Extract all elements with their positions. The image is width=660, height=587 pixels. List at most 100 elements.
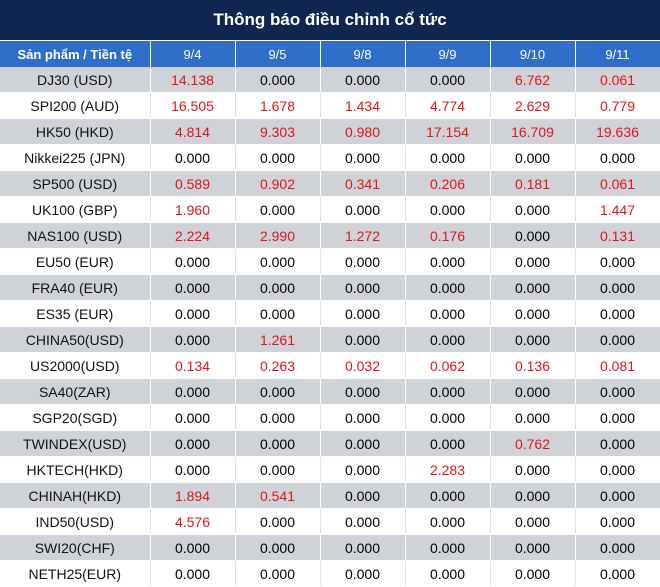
value-cell: 0.762	[490, 430, 576, 457]
value-cell: 0.000	[320, 534, 406, 561]
product-cell: NETH25(EUR)	[0, 560, 151, 587]
product-cell: HK50 (HKD)	[0, 118, 151, 145]
value-cell: 0.000	[235, 534, 321, 561]
value-cell: 4.774	[405, 92, 491, 119]
value-cell: 0.000	[405, 300, 491, 327]
table-row: UK100 (GBP) 1.960 0.000 0.000 0.000 0.000 1.44…	[0, 196, 660, 223]
value-cell: 0.000	[150, 456, 236, 483]
value-cell: 1.894	[150, 482, 236, 509]
value-cell: 0.000	[405, 404, 491, 431]
value-cell: 0.000	[150, 404, 236, 431]
value-cell: 0.000	[320, 508, 406, 535]
table-row: SWI20(CHF) 0.000 0.000 0.000 0.000 0.000 0.000	[0, 534, 660, 561]
value-cell: 0.000	[405, 482, 491, 509]
product-cell: CHINAH(HKD)	[0, 482, 151, 509]
value-cell: 2.990	[235, 222, 321, 249]
value-cell: 0.000	[235, 248, 321, 275]
value-cell: 0.000	[320, 144, 406, 171]
column-header-date: 9/9	[405, 41, 491, 67]
value-cell: 0.062	[405, 352, 491, 379]
column-header-date: 9/8	[320, 41, 406, 67]
product-cell: Nikkei225 (JPN)	[0, 144, 151, 171]
value-cell: 1.678	[235, 92, 321, 119]
value-cell: 0.000	[320, 196, 406, 223]
value-cell: 0.000	[490, 534, 576, 561]
page-title: Thông báo điều chỉnh cổ tức	[0, 0, 660, 41]
table-row: IND50(USD) 4.576 0.000 0.000 0.000 0.000 0.000	[0, 508, 660, 535]
value-cell: 0.000	[235, 144, 321, 171]
product-cell: SPI200 (AUD)	[0, 92, 151, 119]
value-cell: 17.154	[405, 118, 491, 145]
column-header-date: 9/10	[490, 41, 576, 67]
value-cell: 1.447	[575, 196, 660, 223]
value-cell: 0.000	[235, 404, 321, 431]
value-cell: 0.136	[490, 352, 576, 379]
value-cell: 9.303	[235, 118, 321, 145]
value-cell: 1.272	[320, 222, 406, 249]
value-cell: 0.000	[405, 508, 491, 535]
value-cell: 0.000	[150, 430, 236, 457]
table-row: HK50 (HKD) 4.814 9.303 0.980 17.154 16.709 19.…	[0, 118, 660, 145]
value-cell: 0.000	[405, 326, 491, 353]
table-row: US2000(USD) 0.134 0.263 0.032 0.062 0.136 0.08…	[0, 352, 660, 379]
value-cell: 0.000	[575, 378, 660, 405]
value-cell: 0.181	[490, 170, 576, 197]
table-row: HKTECH(HKD) 0.000 0.000 0.000 2.283 0.000 0.00…	[0, 456, 660, 483]
value-cell: 0.206	[405, 170, 491, 197]
value-cell: 0.000	[575, 508, 660, 535]
value-cell: 2.224	[150, 222, 236, 249]
value-cell: 0.000	[575, 248, 660, 275]
value-cell: 1.434	[320, 92, 406, 119]
value-cell: 0.000	[490, 560, 576, 587]
value-cell: 0.000	[235, 456, 321, 483]
value-cell: 0.000	[490, 274, 576, 301]
value-cell: 0.000	[235, 274, 321, 301]
value-cell: 0.000	[320, 430, 406, 457]
column-header-date: 9/4	[150, 41, 236, 67]
value-cell: 0.902	[235, 170, 321, 197]
value-cell: 6.762	[490, 67, 576, 93]
table-row: SP500 (USD) 0.589 0.902 0.341 0.206 0.181 0.06…	[0, 170, 660, 197]
value-cell: 0.341	[320, 170, 406, 197]
value-cell: 0.000	[405, 144, 491, 171]
value-cell: 16.709	[490, 118, 576, 145]
value-cell: 0.061	[575, 67, 660, 93]
value-cell: 0.000	[320, 326, 406, 353]
product-cell: TWINDEX(USD)	[0, 430, 151, 457]
table-row: CHINAH(HKD) 1.894 0.541 0.000 0.000 0.000 0.00…	[0, 482, 660, 509]
product-cell: FRA40 (EUR)	[0, 274, 151, 301]
value-cell: 0.000	[405, 560, 491, 587]
product-cell: DJ30 (USD)	[0, 67, 151, 93]
value-cell: 0.980	[320, 118, 406, 145]
value-cell: 2.283	[405, 456, 491, 483]
value-cell: 0.000	[235, 67, 321, 93]
value-cell: 0.000	[575, 274, 660, 301]
value-cell: 0.000	[320, 482, 406, 509]
value-cell: 0.000	[575, 534, 660, 561]
table-row: SPI200 (AUD) 16.505 1.678 1.434 4.774 2.629 0.…	[0, 92, 660, 119]
table-header-row: Sản phẩm / Tiền tệ 9/4 9/5 9/8 9/9 9/10 …	[0, 41, 660, 67]
value-cell: 0.000	[405, 378, 491, 405]
product-cell: UK100 (GBP)	[0, 196, 151, 223]
product-cell: SA40(ZAR)	[0, 378, 151, 405]
value-cell: 0.000	[235, 430, 321, 457]
value-cell: 0.000	[320, 456, 406, 483]
product-cell: SGP20(SGD)	[0, 404, 151, 431]
value-cell: 4.814	[150, 118, 236, 145]
table-row: CHINA50(USD) 0.000 1.261 0.000 0.000 0.000 0.0…	[0, 326, 660, 353]
value-cell: 0.000	[490, 404, 576, 431]
value-cell: 0.000	[150, 378, 236, 405]
value-cell: 0.000	[490, 196, 576, 223]
value-cell: 0.000	[320, 404, 406, 431]
value-cell: 1.960	[150, 196, 236, 223]
column-header-date: 9/11	[575, 41, 660, 67]
value-cell: 0.000	[320, 67, 406, 93]
value-cell: 0.000	[405, 534, 491, 561]
value-cell: 0.000	[405, 274, 491, 301]
value-cell: 19.636	[575, 118, 660, 145]
product-cell: ES35 (EUR)	[0, 300, 151, 327]
value-cell: 0.000	[490, 144, 576, 171]
value-cell: 0.000	[490, 326, 576, 353]
column-header-date: 9/5	[235, 41, 321, 67]
